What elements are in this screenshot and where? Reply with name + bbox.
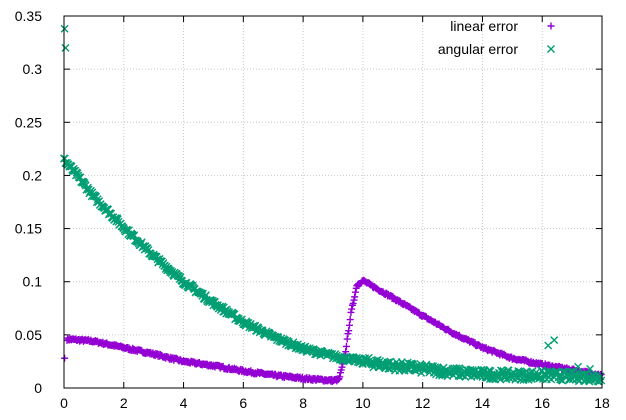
linear-error-point bbox=[348, 305, 356, 313]
linear-error-point bbox=[336, 373, 344, 381]
linear-error-point bbox=[346, 316, 354, 324]
y-axis: 0 0.05 0.1 0.15 0.2 0.25 0.3 0.35 bbox=[15, 8, 602, 396]
x-tick-label: 2 bbox=[120, 395, 128, 411]
y-tick-label: 0.3 bbox=[23, 61, 43, 77]
y-tick-label: 0 bbox=[34, 380, 42, 396]
x-tick-label: 8 bbox=[299, 395, 307, 411]
angular-error-point bbox=[574, 362, 583, 371]
x-tick-label: 18 bbox=[594, 395, 610, 411]
linear-error-point bbox=[350, 296, 358, 304]
angular-error-series bbox=[60, 24, 606, 386]
linear-error-point bbox=[342, 348, 350, 356]
linear-error-point bbox=[347, 308, 355, 316]
legend-marker-angular-error bbox=[547, 45, 555, 53]
x-tick-label: 0 bbox=[60, 395, 68, 411]
angular-error-point bbox=[565, 375, 574, 384]
angular-error-point bbox=[550, 336, 559, 345]
linear-error-point bbox=[345, 327, 353, 335]
y-tick-label: 0.35 bbox=[15, 8, 42, 24]
x-tick-label: 4 bbox=[180, 395, 188, 411]
legend-marker-linear-error bbox=[547, 22, 555, 30]
legend-label-angular-error: angular error bbox=[438, 41, 518, 57]
plot-frame bbox=[63, 15, 603, 389]
x-tick-label: 12 bbox=[415, 395, 431, 411]
y-tick-label: 0.15 bbox=[15, 221, 42, 237]
linear-error-point bbox=[351, 288, 359, 296]
legend-marker-linear-error bbox=[547, 22, 555, 30]
linear-error-point bbox=[345, 321, 353, 329]
angular-error-point bbox=[597, 376, 606, 385]
linear-error-point bbox=[61, 354, 69, 362]
angular-error-point bbox=[405, 359, 414, 368]
grid bbox=[64, 16, 602, 388]
y-tick-label: 0.1 bbox=[23, 274, 43, 290]
y-tick-label: 0.25 bbox=[15, 114, 42, 130]
legend: linear error angular error bbox=[438, 18, 555, 57]
angular-error-point bbox=[586, 364, 595, 373]
x-tick-label: 6 bbox=[239, 395, 247, 411]
angular-error-point bbox=[61, 43, 70, 52]
x-tick-label: 10 bbox=[355, 395, 371, 411]
legend-marker-angular-error bbox=[547, 45, 555, 53]
legend-label-linear-error: linear error bbox=[450, 18, 518, 34]
linear-error-point bbox=[338, 363, 346, 371]
y-tick-label: 0.05 bbox=[15, 327, 42, 343]
linear-error-point bbox=[343, 335, 351, 343]
y-tick-label: 0.2 bbox=[23, 167, 43, 183]
x-tick-label: 16 bbox=[534, 395, 550, 411]
angular-error-point bbox=[60, 24, 69, 33]
linear-error-point bbox=[351, 293, 359, 301]
linear-error-point bbox=[349, 299, 357, 307]
linear-error-point bbox=[342, 342, 350, 350]
x-tick-label: 14 bbox=[475, 395, 491, 411]
angular-error-point bbox=[143, 244, 152, 253]
